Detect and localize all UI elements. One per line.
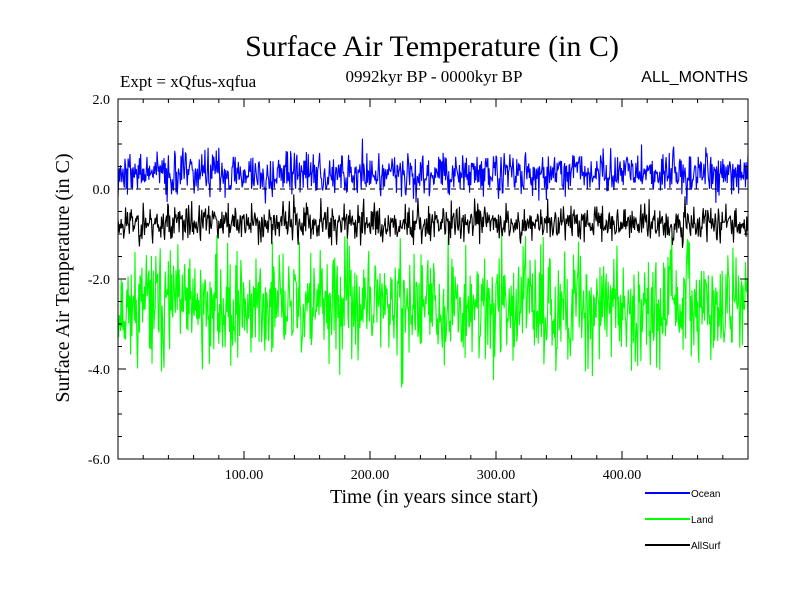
legend: Ocean Land AllSurf <box>645 489 721 552</box>
legend-label-ocean: Ocean <box>691 489 720 500</box>
chart-title: Surface Air Temperature (in C) <box>245 30 619 63</box>
plot-area: 100.00 200.00 300.00 400.00 2.0 0.0 -2.0 -4.0 -6… <box>88 93 749 483</box>
x-tick-label: 300.00 <box>477 468 516 483</box>
x-axis-label: Time (in years since start) <box>330 486 538 508</box>
y-tick-label: 2.0 <box>93 93 111 108</box>
y-tick-label: -4.0 <box>88 363 110 378</box>
months-label: ALL_MONTHS <box>641 69 748 86</box>
series-layer <box>117 138 749 388</box>
series-line-land <box>117 234 749 388</box>
series-line-allsurf <box>117 194 749 248</box>
time-range-label: 0992kyr BP - 0000kyr BP <box>346 67 523 86</box>
x-tick-label: 400.00 <box>603 468 642 483</box>
legend-label-allsurf: AllSurf <box>691 541 721 552</box>
x-tick-label: 100.00 <box>225 468 264 483</box>
y-axis-label: Surface Air Temperature (in C) <box>52 153 74 402</box>
experiment-label: Expt = xQfus-xqfua <box>120 72 257 91</box>
series-line-ocean <box>117 138 749 205</box>
ticks-layer: 100.00 200.00 300.00 400.00 2.0 0.0 -2.0 -4.0 -6… <box>88 93 748 483</box>
y-tick-label: 0.0 <box>93 183 111 198</box>
y-tick-label: -2.0 <box>88 273 110 288</box>
x-tick-label: 200.00 <box>351 468 390 483</box>
legend-label-land: Land <box>691 515 713 526</box>
y-tick-label: -6.0 <box>88 453 110 468</box>
